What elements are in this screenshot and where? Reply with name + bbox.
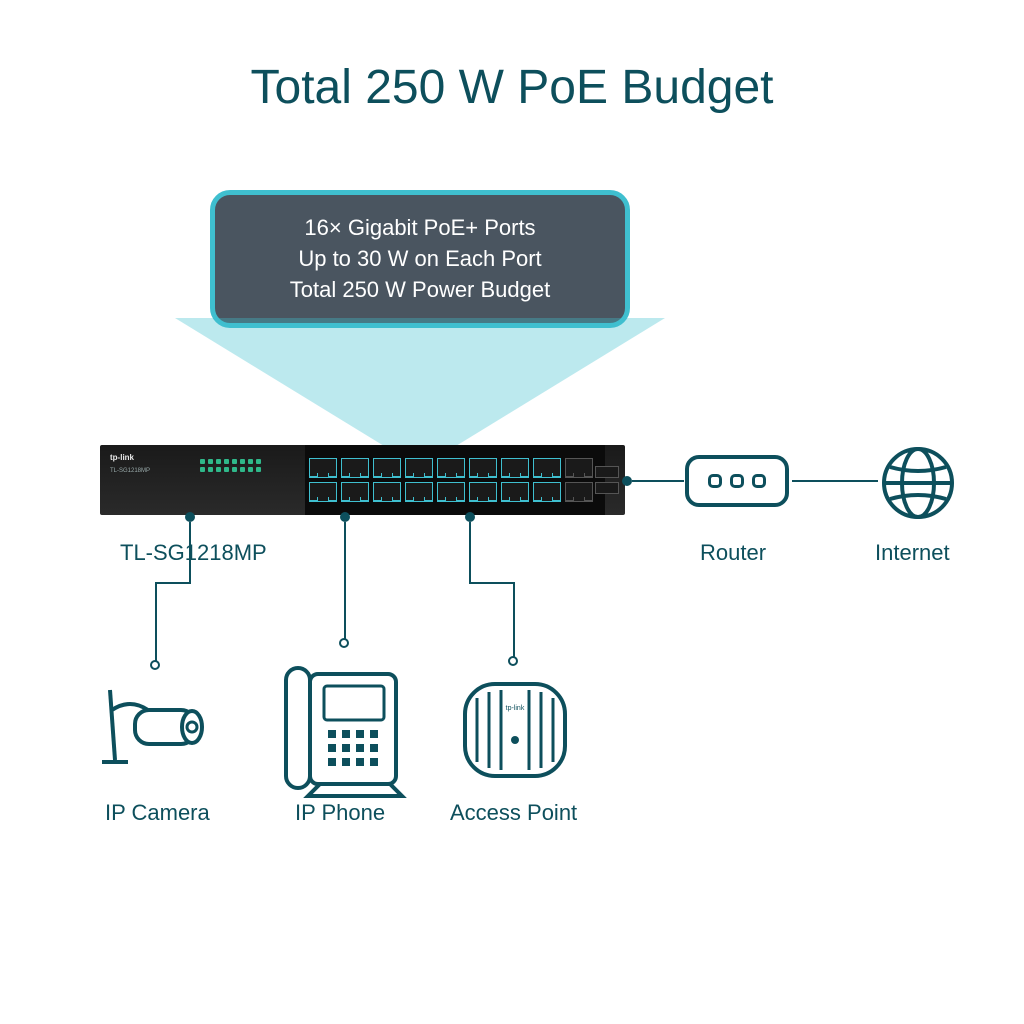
router-icon	[685, 455, 789, 507]
connector-phone-v	[344, 522, 346, 640]
callout-line-2: Up to 30 W on Each Port	[239, 244, 601, 275]
globe-icon	[880, 445, 956, 521]
connector-ring-cam	[150, 660, 160, 670]
connector-dot-phone	[340, 512, 350, 522]
connector-switch-router	[632, 480, 684, 482]
access-point-icon: tp-link	[455, 670, 575, 790]
router-label: Router	[700, 540, 766, 566]
internet-label: Internet	[875, 540, 950, 566]
connector-ap-h	[469, 582, 515, 584]
callout-line-3: Total 250 W Power Budget	[239, 275, 601, 306]
switch-port-block	[305, 445, 605, 515]
svg-text:tp-link: tp-link	[506, 705, 525, 712]
ipcam-label: IP Camera	[105, 800, 210, 826]
connector-ring-phone	[339, 638, 349, 648]
connector-dot-cam	[185, 512, 195, 522]
network-switch: tp-link TL-SG1218MP	[100, 445, 625, 515]
connector-cam-h	[155, 582, 191, 584]
ipphone-label: IP Phone	[295, 800, 385, 826]
switch-label: TL-SG1218MP	[120, 540, 267, 566]
connector-cam-v1	[189, 522, 191, 582]
callout-line-1: 16× Gigabit PoE+ Ports	[239, 213, 601, 244]
connector-ring-ap	[508, 656, 518, 666]
feature-callout: 16× Gigabit PoE+ Ports Up to 30 W on Eac…	[210, 190, 630, 328]
page-title: Total 250 W PoE Budget	[0, 60, 1024, 115]
ap-label: Access Point	[450, 800, 577, 826]
ip-camera-icon	[100, 680, 220, 780]
connector-dot-ap	[465, 512, 475, 522]
connector-cam-v2	[155, 582, 157, 662]
switch-front-left: tp-link TL-SG1218MP	[100, 445, 305, 515]
connector-router-internet	[792, 480, 878, 482]
connector-ap-v1	[469, 522, 471, 582]
switch-led-grid	[200, 459, 261, 472]
connector-ap-v2	[513, 582, 515, 658]
connector-dot-switch-right	[622, 476, 632, 486]
switch-sfp-slots	[595, 466, 619, 494]
ip-phone-icon	[280, 650, 410, 800]
